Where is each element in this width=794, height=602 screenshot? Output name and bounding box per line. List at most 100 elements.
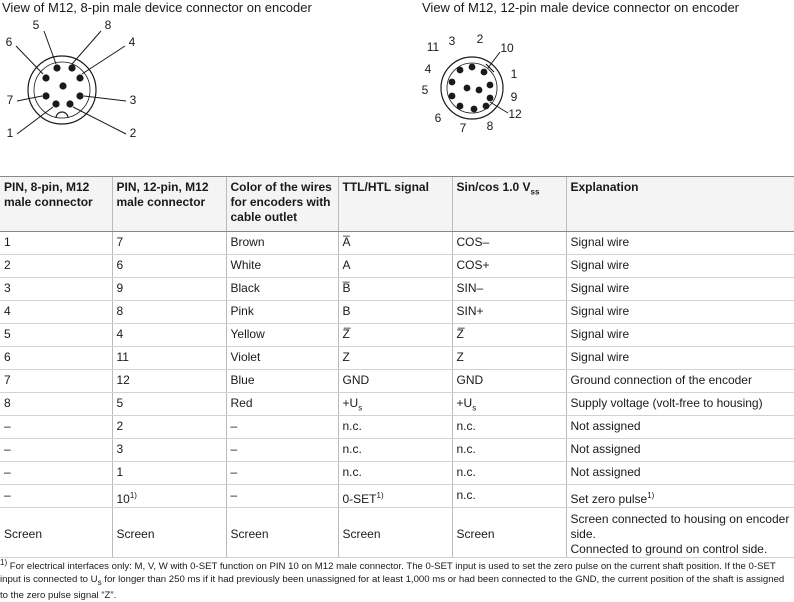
cell-text: Signal wire: [570, 304, 630, 318]
table-row: 8 5 Red +Us +Us Supply voltage (volt-free to …: [0, 392, 794, 417]
table-cell: SIN–: [451, 277, 566, 301]
cell-text: Brown: [230, 235, 265, 249]
table-cell: B: [337, 300, 452, 324]
cell-text: –: [4, 419, 11, 434]
leader-line: [489, 101, 509, 114]
cell-text: +U: [456, 396, 473, 410]
footnote-mark: 1): [0, 558, 8, 567]
pin-label: 1: [7, 126, 14, 140]
cell-text: –: [4, 465, 11, 480]
cell-text: Signal wire: [570, 281, 630, 295]
table-cell: Signal wire: [565, 231, 794, 255]
header-cell: Explanation: [565, 176, 794, 232]
cell-text: Yellow: [230, 327, 265, 341]
table-cell: +Us: [337, 392, 452, 417]
cell-text: 6: [116, 258, 124, 272]
table-body: 1 7 Brown A̅ COS– Signal wire 2 6 White A COS+ Sign…: [0, 231, 794, 559]
cell-text: 11: [116, 350, 129, 364]
table-cell: Screen: [451, 507, 566, 559]
cell-text: 10: [116, 492, 130, 507]
table-cell: Violet: [225, 346, 338, 370]
table-cell: Z̅: [451, 323, 566, 347]
table-row: 1 7 Brown A̅ COS– Signal wire: [0, 231, 794, 255]
footnote-text: For electrical interfaces only: M, V, W …: [0, 561, 776, 586]
cell-text: –: [4, 442, 11, 457]
pin-label: 3: [130, 93, 137, 107]
superscript: 1): [376, 491, 384, 501]
leader-line: [72, 106, 127, 135]
table-cell: SIN+: [451, 300, 566, 324]
table-cell: n.c.: [451, 461, 566, 486]
table-cell: 1: [0, 231, 112, 255]
table-cell: 5: [0, 323, 112, 347]
table-cell: Supply voltage (volt-free to housing): [565, 392, 794, 417]
table-cell: +Us: [451, 392, 566, 417]
cell-text: Red: [230, 396, 253, 410]
cell-text: +U: [342, 396, 359, 410]
header-row: PIN, 8-pin, M12 male connector PIN, 12-pi…: [0, 176, 794, 232]
cell-text: 8: [116, 304, 124, 318]
cell-text: –: [230, 419, 238, 434]
header-cell: Sin/cos 1.0 Vss: [451, 176, 566, 232]
pin-label: 3: [449, 34, 456, 48]
pin-label: 11: [427, 40, 440, 54]
table-cell: 6: [0, 346, 112, 370]
cell-text: 4: [4, 304, 11, 318]
cell-text: 5: [116, 396, 124, 410]
table-cell: GND: [337, 369, 452, 393]
cell-text: A: [342, 258, 351, 272]
header-cell: TTL/HTL signal: [337, 176, 452, 232]
subscript: ss: [530, 187, 540, 197]
table-cell: –: [225, 438, 338, 463]
table-cell: Z̅: [337, 323, 452, 347]
superscript: 1): [647, 491, 655, 501]
pin-label: 7: [7, 93, 14, 107]
pin-label: 4: [425, 62, 432, 76]
pin-label: 5: [422, 83, 429, 97]
footnote: 1) For electrical interfaces only: M, V,…: [0, 556, 794, 602]
pin-label: 8: [105, 18, 112, 32]
cell-text: 0-SET: [342, 492, 377, 507]
table-cell: Screen connected to housing on encoder s…: [565, 507, 794, 559]
table-cell: Black: [225, 277, 338, 301]
pins-12: [448, 63, 494, 113]
cell-text: 4: [116, 327, 124, 341]
table-cell: A̅: [337, 231, 452, 255]
cell-text: 2: [116, 419, 124, 434]
cell-text: 8: [4, 396, 11, 410]
cell-text: 3: [4, 281, 11, 295]
header-cell: PIN, 12-pin, M12 male connector: [111, 176, 226, 232]
table-cell: Red: [225, 392, 338, 417]
leader-line: [83, 95, 127, 102]
subscript: s: [97, 578, 102, 588]
table-row: 5 4 Yellow Z̅ Z̅ Signal wire: [0, 323, 794, 347]
cell-text: 3: [116, 442, 124, 457]
cell-text: –: [230, 442, 238, 457]
table-cell: 4: [111, 323, 226, 347]
pin-label: 2: [477, 32, 484, 46]
table-cell: –: [225, 484, 338, 509]
header-cell: PIN, 8-pin, M12 male connector: [0, 176, 112, 232]
table-cell: Screen: [337, 507, 452, 559]
table-cell: Signal wire: [565, 323, 794, 347]
cell-text: White: [230, 258, 262, 272]
cell-text: Z: [342, 350, 350, 364]
cell-text: Explanation: [570, 180, 639, 194]
cell-text: n.c.: [456, 442, 476, 457]
cell-text: SIN+: [456, 304, 484, 318]
diagram-title: View of M12, 12-pin male device connecto…: [422, 0, 740, 15]
table-cell: COS–: [451, 231, 566, 255]
table-cell: 1: [111, 461, 226, 486]
leader-line: [16, 106, 54, 135]
cell-text: Screen: [342, 526, 381, 541]
table-cell: 2: [0, 254, 112, 278]
table-cell: 2: [111, 415, 226, 440]
cell-text: Not assigned: [570, 419, 641, 434]
pin-label: 1: [511, 67, 518, 81]
table-cell: A: [337, 254, 452, 278]
pin-label: 2: [130, 126, 137, 140]
table-cell: 3: [0, 277, 112, 301]
pin-label: 6: [6, 35, 13, 49]
